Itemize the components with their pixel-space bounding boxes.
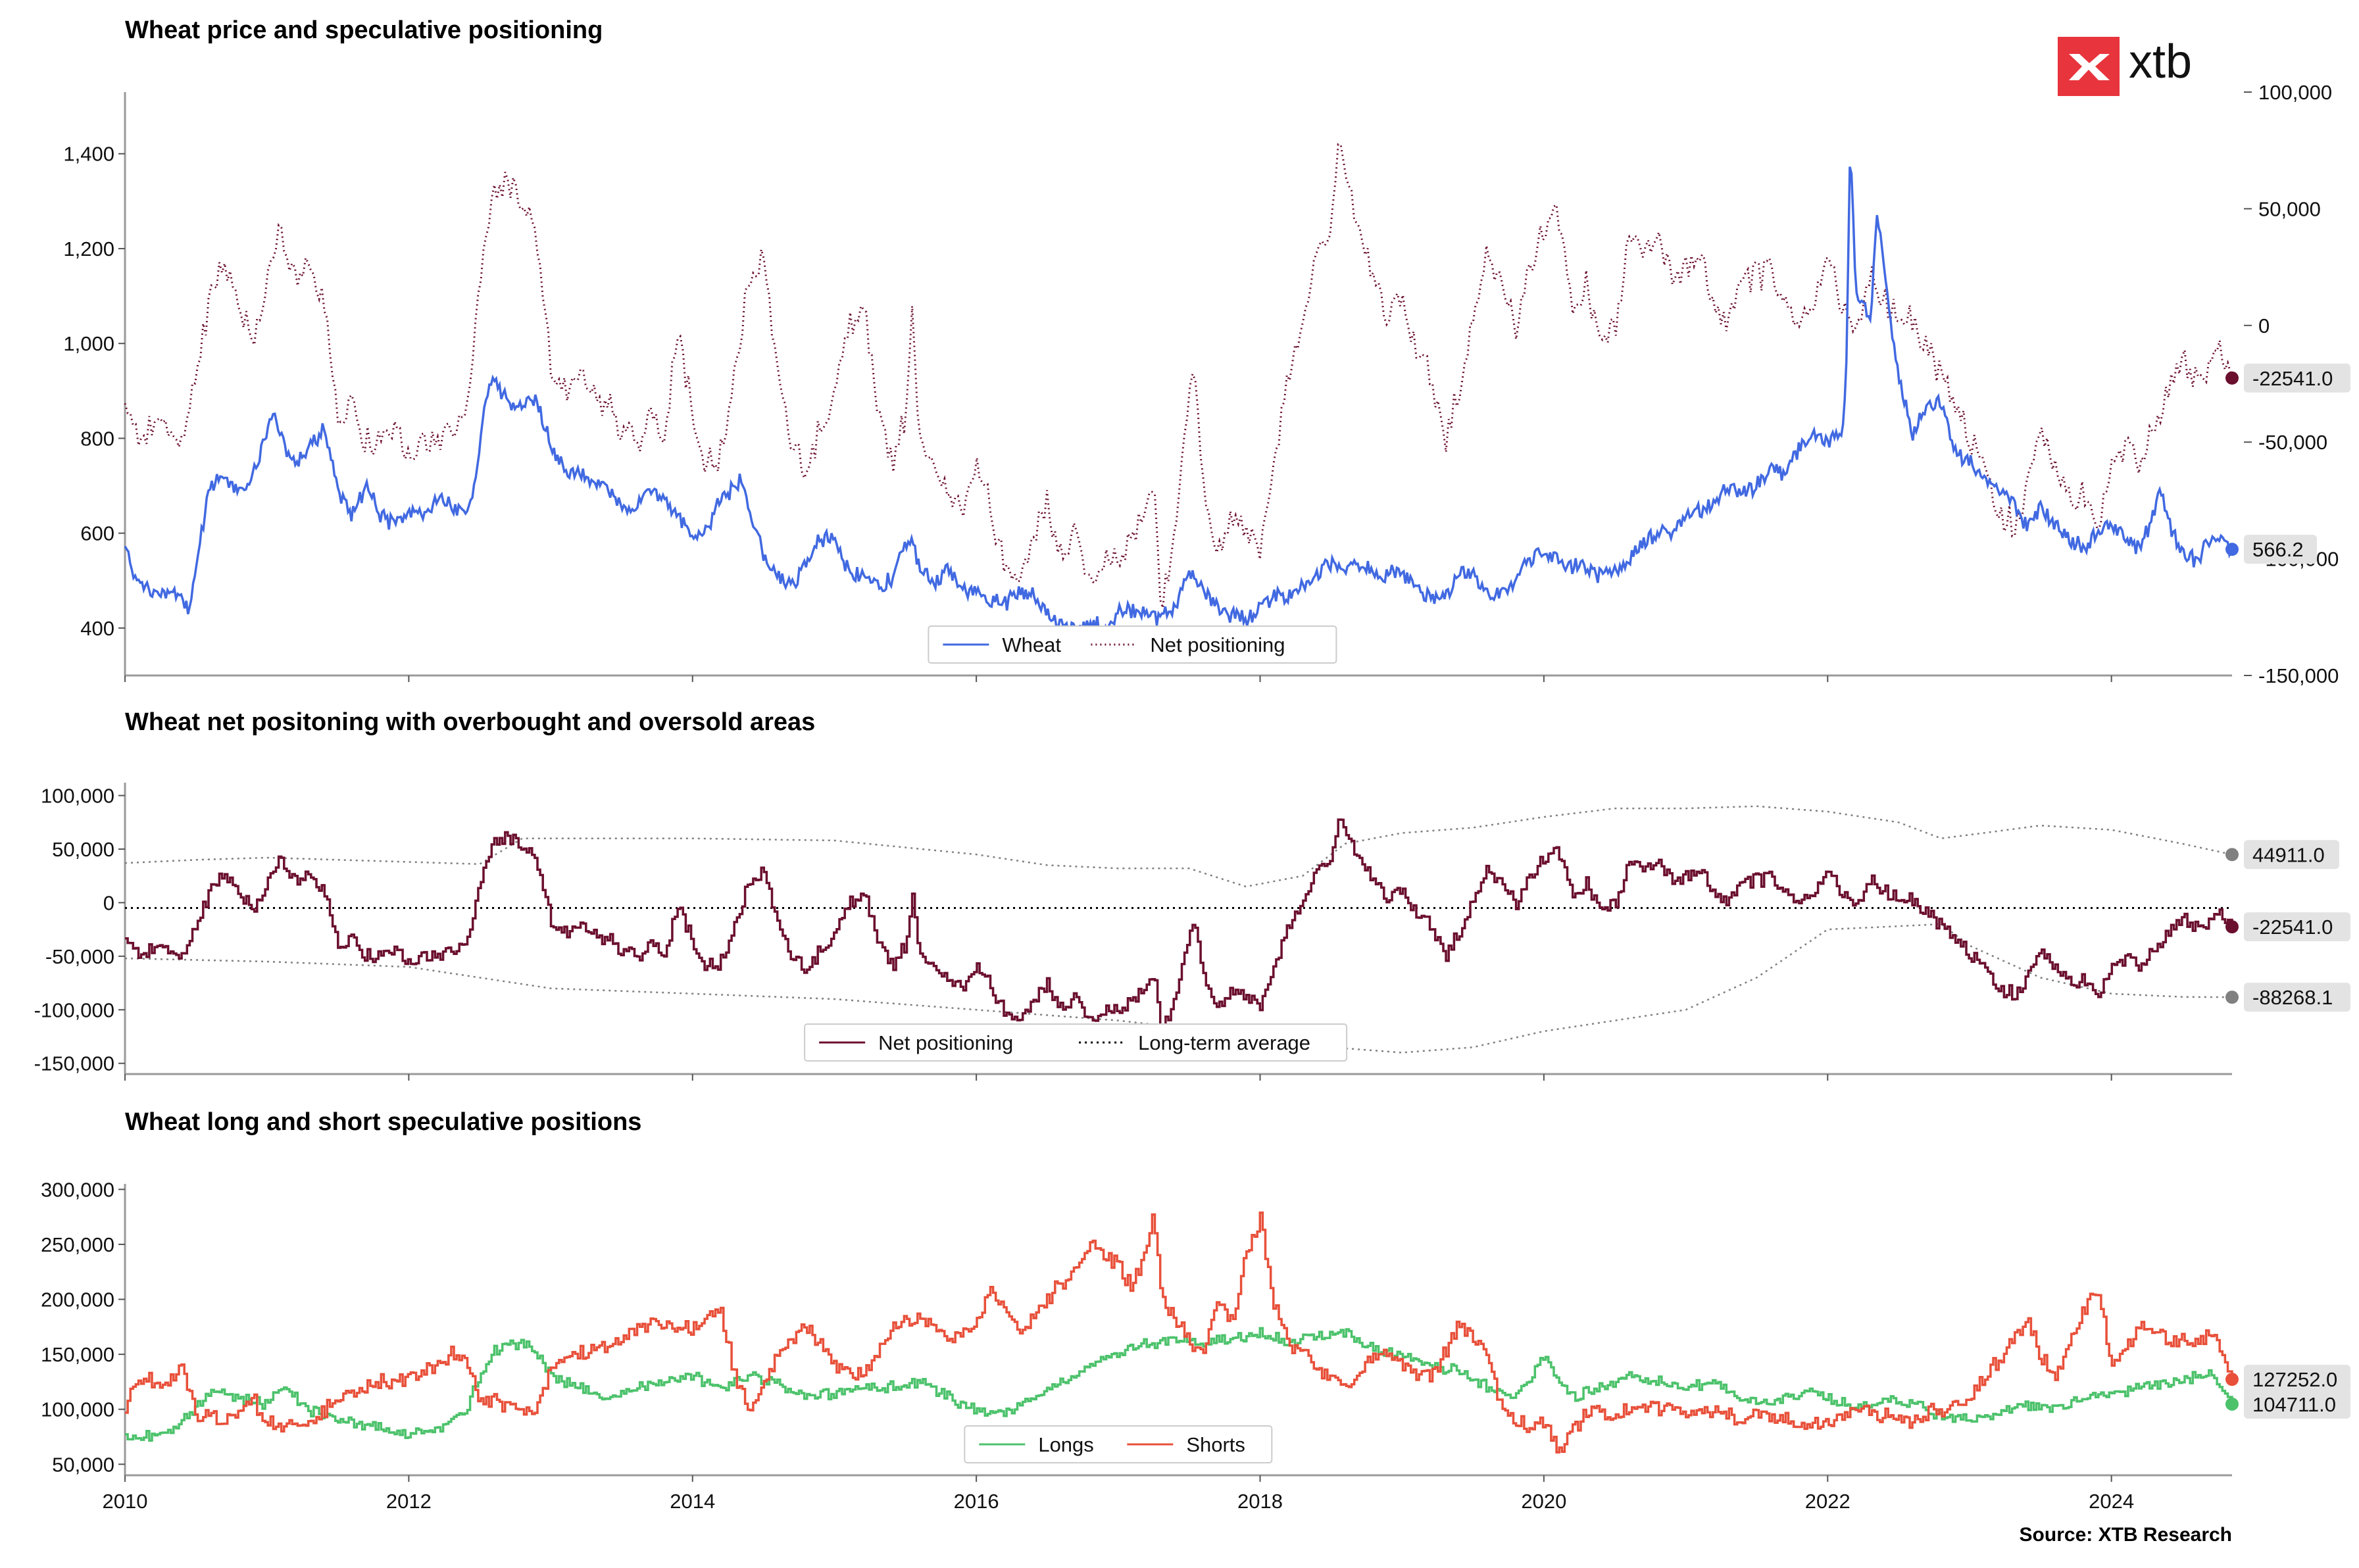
end-label-net-positioning-bg	[2244, 363, 2350, 393]
end-label-longs-marker	[2225, 1397, 2239, 1411]
panel-title: Wheat price and speculative positioning	[125, 16, 603, 44]
panel-longs-shorts: Wheat long and short speculative positio…	[41, 1108, 2350, 1513]
x-tick-label: 2024	[2089, 1490, 2134, 1513]
y-tick-label: -150,000	[34, 1052, 114, 1075]
y-tick-label: -50,000	[45, 945, 114, 968]
y-tick-label: 200,000	[41, 1288, 114, 1311]
legend-label-shorts: Shorts	[1186, 1433, 1245, 1456]
end-label-lower-band-bg	[2244, 983, 2350, 1012]
source-note: Source: XTB Research	[2020, 1524, 2232, 1546]
y2-tick-label: -150,000	[2258, 664, 2339, 687]
y-tick-label: -100,000	[34, 998, 114, 1021]
y2-tick-label: 50,000	[2258, 197, 2321, 220]
panel-net-bands: Wheat net positoning with overbought and…	[34, 708, 2350, 1081]
y-tick-label: 100,000	[41, 785, 114, 808]
end-label-shorts-marker	[2225, 1373, 2239, 1386]
y2-tick-label: -50,000	[2258, 431, 2327, 454]
y-tick-label: 1,200	[63, 237, 114, 260]
end-label-wheat-bg	[2244, 535, 2317, 564]
legend-box	[804, 1023, 1348, 1062]
end-label-lower-band-marker	[2225, 991, 2239, 1004]
panel-title: Wheat net positoning with overbought and…	[125, 708, 815, 736]
y-tick-label: 1,400	[63, 143, 114, 166]
end-label-net-positioning-marker	[2225, 371, 2239, 385]
y-tick-label: 50,000	[52, 838, 114, 861]
end-label-upper-band-marker	[2225, 848, 2239, 862]
x-tick-label: 2020	[1521, 1490, 1566, 1513]
series-upper-band	[124, 805, 2233, 888]
legend-label-net-positioning: Net positioning	[878, 1031, 1013, 1054]
end-label-longs-bg	[2244, 1389, 2350, 1419]
legend-label-net-positioning: Net positioning	[1150, 633, 1285, 656]
y-tick-label: 0	[103, 891, 114, 914]
x-tick-label: 2018	[1237, 1490, 1283, 1513]
legend-label-long-term-average: Long-term average	[1138, 1031, 1310, 1054]
y-tick-label: 600	[80, 522, 114, 545]
y-tick-label: 300,000	[41, 1178, 114, 1201]
end-label-lower-band: -88268.1	[2252, 986, 2333, 1009]
xtb-logo-x-icon	[2069, 54, 2110, 80]
y-tick-label: 800	[80, 427, 114, 450]
series-lower-band	[124, 923, 2233, 1054]
x-tick-label: 2016	[954, 1490, 999, 1513]
xtb-logo: xtb	[2058, 36, 2192, 96]
y2-tick-label: 100,000	[2258, 81, 2332, 104]
x-tick-label: 2012	[386, 1490, 432, 1513]
series-wheat	[124, 166, 2233, 639]
series-net-positioning	[124, 143, 2233, 608]
panel-title: Wheat long and short speculative positio…	[125, 1108, 641, 1136]
y2-tick-label: 0	[2258, 314, 2270, 337]
legend-box	[964, 1425, 1273, 1463]
end-label-shorts: 127252.0	[2252, 1368, 2337, 1391]
series-longs	[125, 1327, 2233, 1442]
x-tick-label: 2014	[670, 1490, 715, 1513]
y-tick-label: 150,000	[41, 1343, 114, 1366]
legend-label-longs: Longs	[1038, 1433, 1093, 1456]
xtb-logo-text: xtb	[2129, 36, 2192, 88]
end-label-net-positioning: -22541.0	[2252, 367, 2333, 390]
y-tick-label: 250,000	[41, 1233, 114, 1256]
end-label-net-positioning: -22541.0	[2252, 916, 2333, 939]
legend-label-wheat: Wheat	[1002, 633, 1061, 656]
end-label-longs: 104711.0	[2252, 1393, 2336, 1416]
y-tick-label: 400	[80, 617, 114, 640]
end-label-upper-band: 44911.0	[2252, 843, 2325, 866]
series-shorts	[125, 1211, 2233, 1454]
x-tick-label: 2010	[103, 1490, 148, 1513]
end-label-net-positioning-bg	[2244, 912, 2350, 942]
series-net-positioning	[125, 818, 2233, 1034]
panel-price-positioning: Wheat price and speculative positioning 4…	[63, 16, 2350, 687]
y-tick-label: 100,000	[41, 1398, 114, 1421]
end-label-wheat: 566.2	[2252, 538, 2304, 561]
end-label-upper-band-bg	[2244, 840, 2339, 870]
y-tick-label: 1,000	[63, 332, 114, 355]
y-tick-label: 50,000	[52, 1453, 114, 1476]
end-label-net-positioning-marker	[2225, 920, 2239, 934]
end-label-shorts-bg	[2244, 1365, 2350, 1394]
end-label-wheat-marker	[2225, 543, 2239, 556]
x-tick-label: 2022	[1805, 1490, 1850, 1513]
